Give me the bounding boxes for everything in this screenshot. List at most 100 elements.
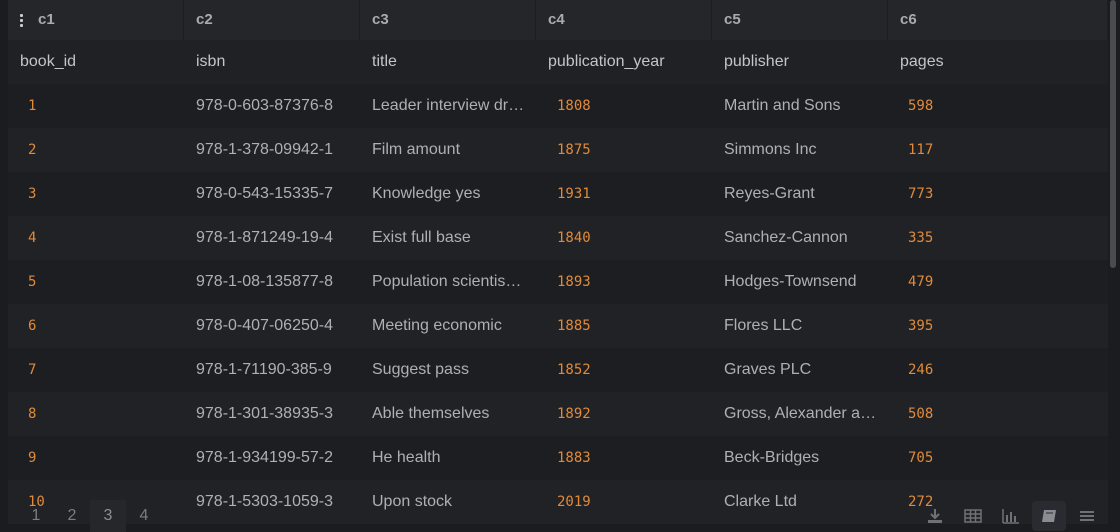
column-name-publisher[interactable]: publisher — [724, 53, 789, 70]
cell-isbn[interactable]: 978-1-934199-57-2 — [196, 449, 333, 466]
table-row[interactable]: 9 978-1-934199-57-2 He health 1883 Beck-… — [8, 436, 1108, 480]
column-name-book-id[interactable]: book_id — [20, 53, 77, 70]
cell-publication-year[interactable]: 1892 — [557, 406, 591, 422]
cell-book-id[interactable]: 6 — [28, 318, 37, 334]
cell-publication-year[interactable]: 1931 — [557, 186, 591, 202]
cell-publication-year[interactable]: 2019 — [557, 494, 591, 510]
cell-title[interactable]: Meeting economic — [372, 317, 502, 334]
column-menu-icon[interactable] — [20, 13, 24, 27]
cell-publication-year[interactable]: 1875 — [557, 142, 591, 158]
cell-isbn[interactable]: 978-1-5303-1059-3 — [196, 493, 333, 510]
cell-publication-year[interactable]: 1852 — [557, 362, 591, 378]
column-header-c3[interactable]: c3 — [360, 0, 536, 40]
page-button-2[interactable]: 2 — [67, 507, 77, 524]
page-button-4[interactable]: 4 — [139, 507, 149, 524]
cell-book-id[interactable]: 8 — [28, 406, 37, 422]
table-row[interactable]: 6 978-0-407-06250-4 Meeting economic 188… — [8, 304, 1108, 348]
page-button-3[interactable]: 3 — [90, 500, 126, 532]
cell-title[interactable]: Upon stock — [372, 493, 453, 510]
table-view-button[interactable] — [956, 501, 990, 531]
cell-publisher[interactable]: Graves PLC — [724, 361, 812, 378]
cell-pages[interactable]: 705 — [908, 450, 934, 466]
book-icon — [1042, 510, 1056, 522]
column-header-c2[interactable]: c2 — [184, 0, 360, 40]
column-letter: c6 — [900, 11, 917, 28]
page-button-1[interactable]: 1 — [31, 507, 41, 524]
table-row[interactable]: 10 978-1-5303-1059-3 Upon stock 2019 Cla… — [8, 480, 1108, 524]
cell-isbn[interactable]: 978-1-871249-19-4 — [196, 229, 333, 246]
cell-publisher[interactable]: Gross, Alexander a… — [724, 405, 877, 422]
cell-isbn[interactable]: 978-0-543-15335-7 — [196, 185, 333, 202]
table-row[interactable]: 1 978-0-603-87376-8 Leader interview dr…… — [8, 84, 1108, 128]
notebook-view-button[interactable] — [1032, 501, 1066, 531]
cell-publisher[interactable]: Simmons Inc — [724, 141, 817, 158]
cell-pages[interactable]: 335 — [908, 230, 934, 246]
column-header-c4[interactable]: c4 — [536, 0, 712, 40]
cell-pages[interactable]: 508 — [908, 406, 934, 422]
cell-pages[interactable]: 773 — [908, 186, 934, 202]
column-name-pages[interactable]: pages — [900, 53, 944, 70]
cell-title[interactable]: Leader interview dr… — [372, 97, 525, 114]
cell-publication-year[interactable]: 1840 — [557, 230, 591, 246]
cell-isbn[interactable]: 978-1-301-38935-3 — [196, 405, 333, 422]
table-body: 1 978-0-603-87376-8 Leader interview dr…… — [8, 84, 1108, 524]
column-name-title[interactable]: title — [372, 53, 397, 70]
pagination: 1 2 3 4 — [18, 500, 162, 532]
cell-isbn[interactable]: 978-1-71190-385-9 — [196, 361, 332, 378]
table-icon — [964, 509, 982, 523]
cell-publication-year[interactable]: 1885 — [557, 318, 591, 334]
cell-publisher[interactable]: Sanchez-Cannon — [724, 229, 848, 246]
column-name-isbn[interactable]: isbn — [196, 53, 226, 70]
cell-book-id[interactable]: 3 — [28, 186, 37, 202]
cell-publication-year[interactable]: 1883 — [557, 450, 591, 466]
table-row[interactable]: 5 978-1-08-135877-8 Population scientis…… — [8, 260, 1108, 304]
cell-publisher[interactable]: Reyes-Grant — [724, 185, 815, 202]
cell-title[interactable]: Exist full base — [372, 229, 471, 246]
download-button[interactable] — [918, 501, 952, 531]
cell-book-id[interactable]: 5 — [28, 274, 37, 290]
table-row[interactable]: 2 978-1-378-09942-1 Film amount 1875 Sim… — [8, 128, 1108, 172]
column-letter: c3 — [372, 11, 389, 28]
cell-publisher[interactable]: Hodges-Townsend — [724, 273, 857, 290]
menu-button[interactable] — [1070, 501, 1104, 531]
cell-title[interactable]: Knowledge yes — [372, 185, 481, 202]
cell-pages[interactable]: 246 — [908, 362, 934, 378]
cell-pages[interactable]: 598 — [908, 98, 934, 114]
cell-publisher[interactable]: Beck-Bridges — [724, 449, 820, 466]
cell-publication-year[interactable]: 1808 — [557, 98, 591, 114]
chart-view-button[interactable] — [994, 501, 1028, 531]
cell-pages[interactable]: 117 — [908, 142, 934, 158]
column-name-publication-year[interactable]: publication_year — [548, 53, 665, 70]
cell-pages[interactable]: 479 — [908, 274, 934, 290]
cell-book-id[interactable]: 9 — [28, 450, 37, 466]
cell-book-id[interactable]: 4 — [28, 230, 37, 246]
table-row[interactable]: 3 978-0-543-15335-7 Knowledge yes 1931 R… — [8, 172, 1108, 216]
column-letter-header: c1 c2 c3 c4 c5 c6 — [8, 0, 1108, 40]
cell-title[interactable]: Film amount — [372, 141, 461, 158]
cell-book-id[interactable]: 2 — [28, 142, 37, 158]
vertical-scrollbar[interactable] — [1110, 0, 1116, 268]
cell-publisher[interactable]: Flores LLC — [724, 317, 803, 334]
cell-isbn[interactable]: 978-1-378-09942-1 — [196, 141, 333, 158]
cell-title[interactable]: Suggest pass — [372, 361, 469, 378]
cell-book-id[interactable]: 1 — [28, 98, 37, 114]
cell-isbn[interactable]: 978-0-603-87376-8 — [196, 97, 333, 114]
table-row[interactable]: 8 978-1-301-38935-3 Able themselves 1892… — [8, 392, 1108, 436]
cell-publisher[interactable]: Martin and Sons — [724, 97, 841, 114]
table-row[interactable]: 4 978-1-871249-19-4 Exist full base 1840… — [8, 216, 1108, 260]
column-header-c1[interactable]: c1 — [8, 0, 184, 40]
table-row[interactable]: 7 978-1-71190-385-9 Suggest pass 1852 Gr… — [8, 348, 1108, 392]
cell-publisher[interactable]: Clarke Ltd — [724, 493, 797, 510]
cell-book-id[interactable]: 7 — [28, 362, 37, 378]
cell-pages[interactable]: 395 — [908, 318, 934, 334]
column-header-c5[interactable]: c5 — [712, 0, 888, 40]
cell-title[interactable]: He health — [372, 449, 441, 466]
cell-title[interactable]: Able themselves — [372, 405, 490, 422]
cell-title[interactable]: Population scientis… — [372, 273, 522, 290]
bar-chart-icon — [1002, 509, 1019, 524]
cell-isbn[interactable]: 978-1-08-135877-8 — [196, 273, 333, 290]
cell-isbn[interactable]: 978-0-407-06250-4 — [196, 317, 333, 334]
cell-publication-year[interactable]: 1893 — [557, 274, 591, 290]
column-header-c6[interactable]: c6 — [888, 0, 1108, 40]
